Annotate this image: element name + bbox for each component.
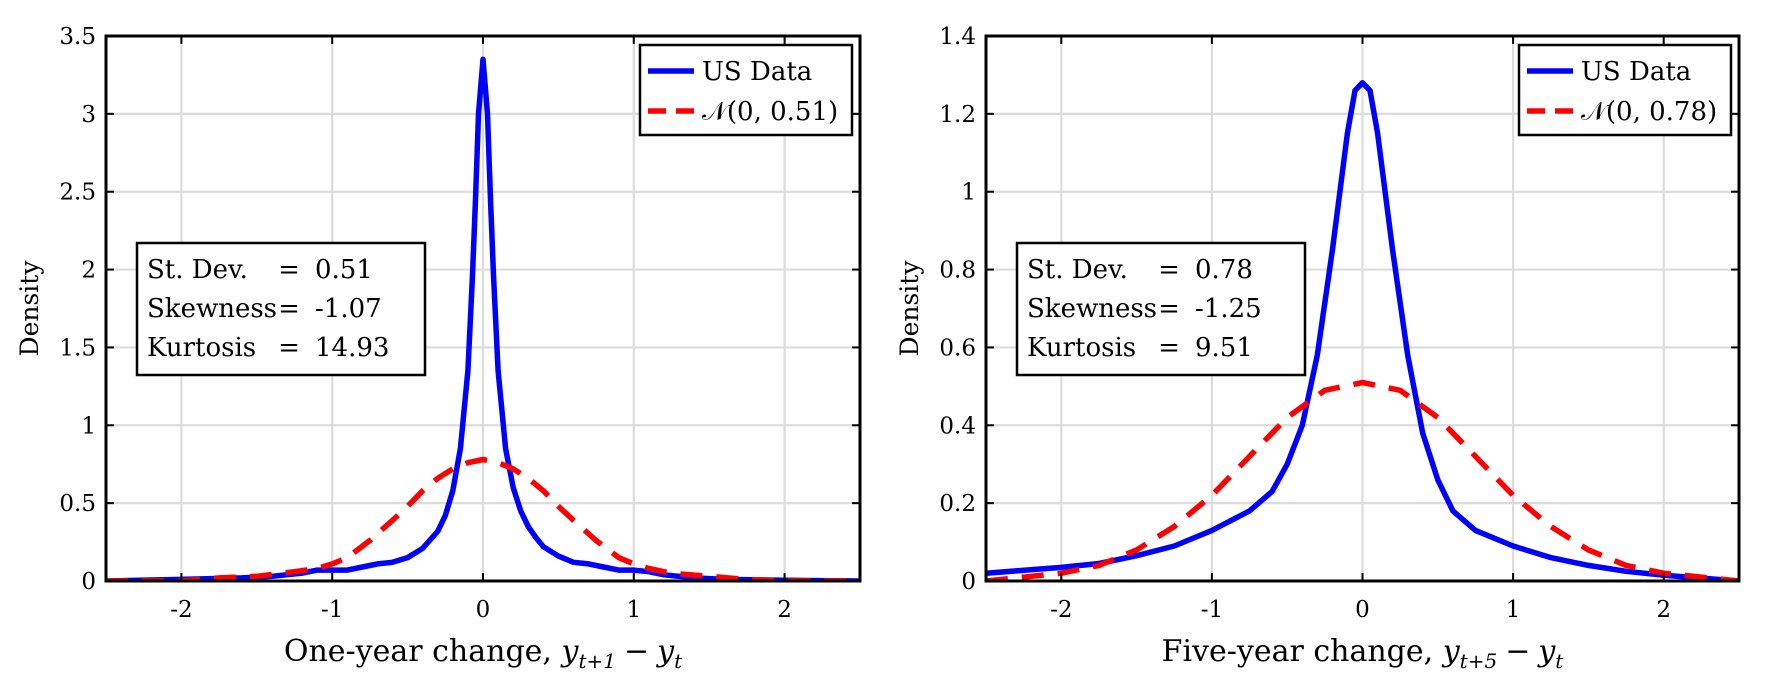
x-axis-label-text: One-year change, [284,634,562,669]
x-tick-label: 1 [626,597,641,623]
stats-box: St. Dev. = 0.51 Skewness = -1.07 Kurtosis = 14.9… [135,241,427,377]
stat-label: Kurtosis [147,333,256,363]
y-tick-label: 2.5 [59,180,96,206]
legend: US Data 𝒩(0, 0.51) [638,43,854,137]
x-axis-label-var: y [1536,634,1556,669]
y-tick-label: 0.4 [939,413,976,439]
stats-box-frame [1015,241,1307,377]
legend-label: US Data [1581,57,1691,87]
legend-box [1517,43,1733,137]
y-tick-label: 1.2 [939,102,976,128]
x-tick-label: -2 [1050,597,1072,623]
stat-value: 9.51 [1195,333,1253,363]
x-axis-label: Five-year change, yt+5− yt [1162,634,1565,673]
stat-equals: = [1158,294,1180,324]
x-axis-label-sub: t [674,649,683,673]
y-tick-label: 2 [81,258,96,284]
x-axis-label-var: y [560,634,580,669]
stat-label: Skewness [147,294,277,324]
legend-label: US Data [702,57,812,87]
legend-box [638,43,854,137]
x-tick-label: -1 [1201,597,1223,623]
stat-equals: = [278,333,300,363]
y-tick-label: 0 [81,569,96,595]
y-tick-label: 0.2 [939,491,976,517]
stat-label: St. Dev. [1027,255,1128,285]
stat-value: 0.51 [315,255,373,285]
y-tick-label: 3.5 [59,24,96,50]
x-tick-label: 1 [1506,597,1521,623]
stat-label: Kurtosis [1027,333,1136,363]
y-tick-label: 0 [961,569,976,595]
y-axis-label: Density [895,260,924,357]
y-tick-label: 1 [81,413,96,439]
stat-equals: = [278,294,300,324]
x-axis-label-sub: t+5 [1460,649,1498,673]
y-axis-label: Density [15,260,44,357]
x-tick-label: 2 [1656,597,1671,623]
y-tick-label: 3 [81,102,96,128]
x-tick-label: 0 [1355,597,1370,623]
stat-value: 0.78 [1195,255,1253,285]
stats-box-frame [135,241,427,377]
stats-box: St. Dev. = 0.78 Skewness = -1.25 Kurtosis = 9.51 [1015,241,1307,377]
stat-equals: = [1158,333,1180,363]
x-axis-label-var: y [655,634,675,669]
x-axis-label-text: Five-year change, [1162,634,1443,669]
stat-value: 14.93 [315,333,389,363]
legend-label: 𝒩(0, 0.51) [702,97,838,127]
x-tick-label: 2 [777,597,792,623]
legend-label: 𝒩(0, 0.78) [1581,97,1717,127]
y-tick-label: 0.8 [939,258,976,284]
x-axis-label-var: y [1441,634,1461,669]
x-tick-label: 0 [476,597,491,623]
series-line-us-data [106,56,860,581]
stat-equals: = [278,255,300,285]
x-axis-label-op: − [624,634,649,669]
x-tick-label: -2 [170,597,192,623]
stat-value: -1.25 [1195,294,1262,324]
x-axis-label: One-year change, yt+1− yt [284,634,683,673]
x-tick-label: -1 [321,597,343,623]
stat-value: -1.07 [315,294,382,324]
series-line-normal-fit [986,379,1739,581]
x-axis-label-op: − [1505,634,1530,669]
stat-label: St. Dev. [147,255,248,285]
legend: US Data 𝒩(0, 0.78) [1517,43,1733,137]
stat-equals: = [1158,255,1180,285]
chart-panel-2: -2 -1 0 1 2 0 0.2 0.4 0.6 0.8 1 1.2 1.4 Density Five-y… [895,24,1741,673]
x-axis-label-sub: t+1 [578,649,616,673]
x-axis-label-sub: t [1555,649,1564,673]
series-line-us-data [986,79,1739,581]
y-tick-label: 1.5 [59,335,96,361]
y-tick-label: 1 [961,180,976,206]
y-tick-label: 1.4 [939,24,976,50]
series-line-normal-fit [106,456,860,581]
stat-label: Skewness [1027,294,1157,324]
y-tick-label: 0.6 [939,335,976,361]
y-tick-label: 0.5 [59,491,96,517]
